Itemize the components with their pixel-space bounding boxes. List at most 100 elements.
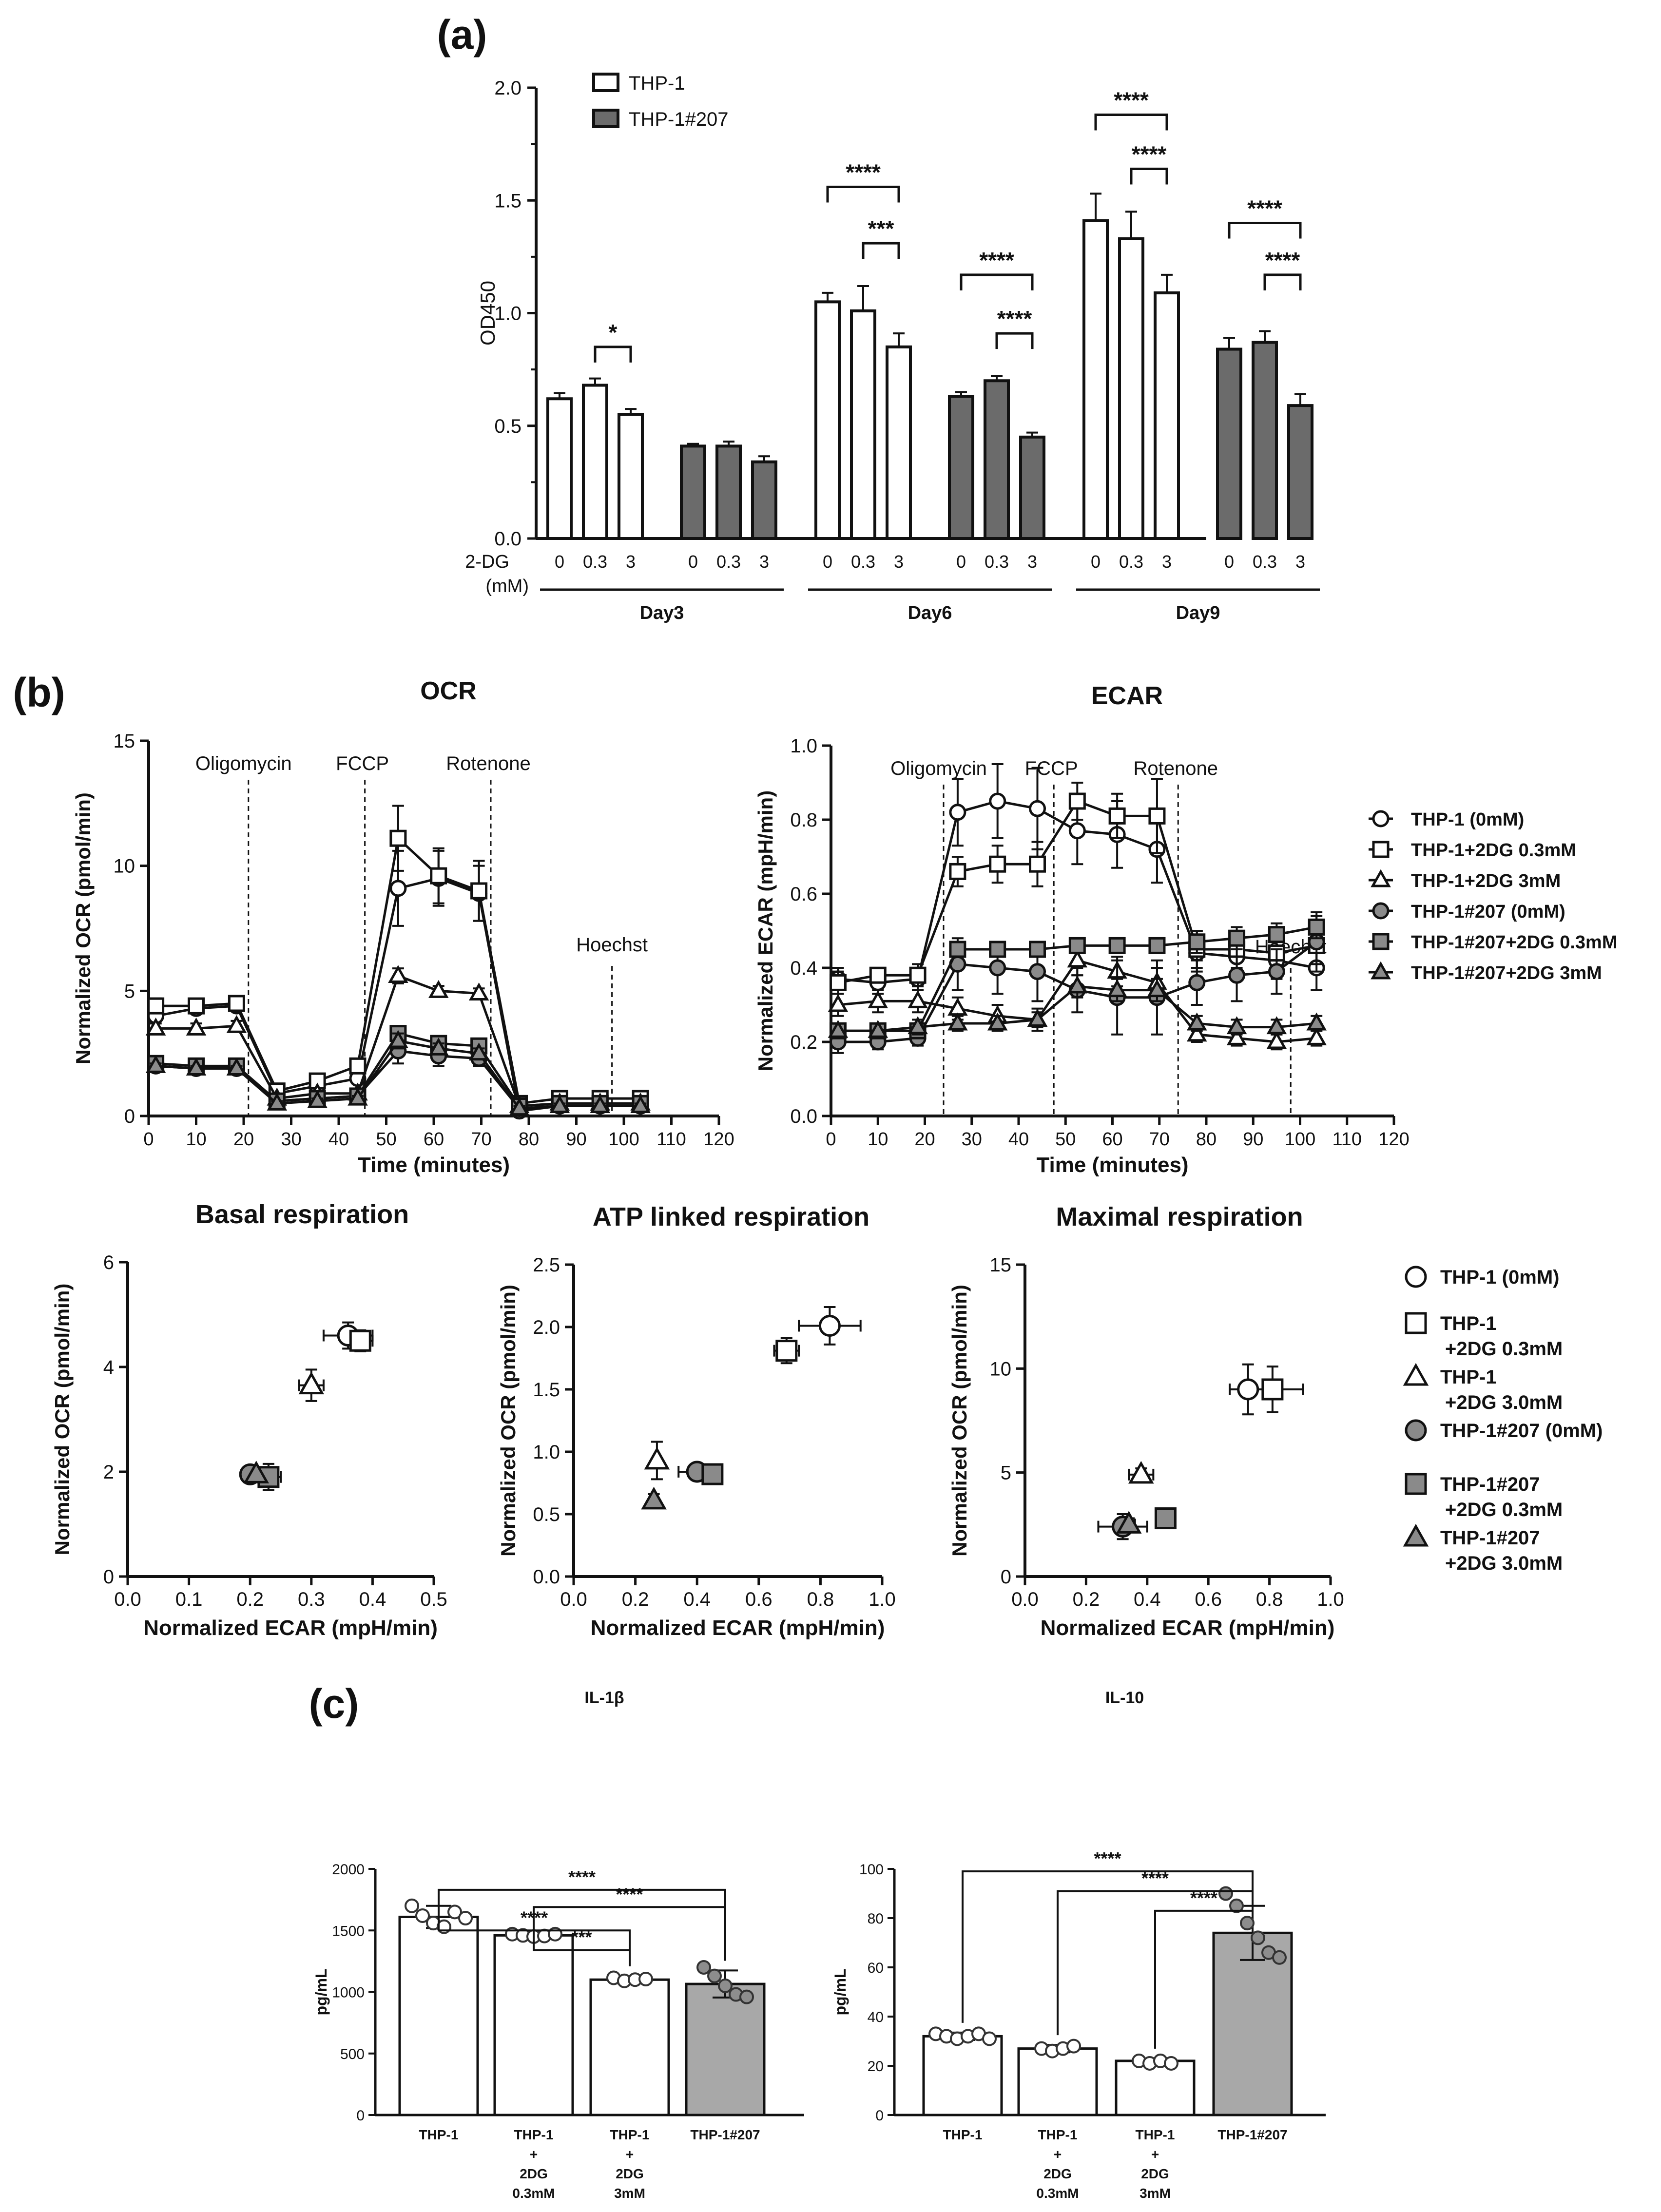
il1b-bar bbox=[493, 1934, 574, 2116]
ecar-x-tick-label: 120 bbox=[1378, 1129, 1409, 1150]
atp-point bbox=[775, 1340, 798, 1362]
ecar-y-tick-label: 0.0 bbox=[790, 1106, 817, 1127]
ecar-legend-label: THP-1#207+2DG 0.3mM bbox=[1411, 932, 1617, 953]
scatter-legend-label: THP-1 (0mM) bbox=[1440, 1267, 1559, 1288]
ecar-point bbox=[908, 990, 928, 1008]
ocr-x-tick-label: 50 bbox=[376, 1129, 396, 1150]
atp-x-tick-label: 0.0 bbox=[560, 1589, 587, 1610]
scatter-legend-marker bbox=[1403, 1523, 1429, 1547]
ocr-point bbox=[145, 1055, 166, 1073]
ecar-point bbox=[989, 959, 1006, 977]
atp-y-tick-label: 1.0 bbox=[533, 1442, 560, 1463]
maximal-point bbox=[1154, 1507, 1177, 1530]
il1b-category-label: THP-1 bbox=[610, 2127, 650, 2142]
ocr-x-tick-label: 30 bbox=[281, 1129, 301, 1150]
il1b-y-tick-label: 0 bbox=[356, 2108, 365, 2124]
ocr-x-tick-label: 110 bbox=[657, 1129, 686, 1150]
atp-title: ATP linked respiration bbox=[593, 1202, 869, 1231]
il10-data-point bbox=[1251, 1930, 1265, 1945]
basal-y-label: Normalized OCR (pmol/min) bbox=[51, 1284, 74, 1556]
a-significance bbox=[1094, 114, 1168, 131]
il10-y-tick-label: 40 bbox=[868, 2009, 884, 2025]
il10-data-point bbox=[982, 2031, 997, 2046]
ecar-point bbox=[989, 855, 1006, 873]
a-significance-label: **** bbox=[979, 248, 1014, 273]
ecar-point bbox=[1188, 933, 1206, 951]
a-bar bbox=[1252, 341, 1278, 540]
ecar-title: ECAR bbox=[1091, 682, 1163, 710]
il10-data-point bbox=[1218, 1886, 1233, 1901]
il10-y-tick-label: 60 bbox=[868, 1960, 884, 1976]
ocr-title: OCR bbox=[420, 677, 477, 705]
ocr-y-tick-label: 10 bbox=[114, 856, 135, 877]
ecar-point bbox=[1147, 979, 1167, 998]
il1b-significance-label: **** bbox=[616, 1884, 643, 1904]
ecar-point bbox=[949, 863, 966, 880]
a-y-tick-label: 1.5 bbox=[494, 190, 521, 212]
basal-x-tick-label: 0.1 bbox=[175, 1589, 203, 1610]
a-dose-label: 3 bbox=[1162, 552, 1172, 572]
a-bar bbox=[618, 413, 644, 540]
ecar-x-tick-label: 40 bbox=[1008, 1129, 1029, 1150]
il10-bar bbox=[1017, 2047, 1098, 2116]
atp-y-label: Normalized OCR (pmol/min) bbox=[497, 1285, 520, 1557]
basal-x-tick-label: 0.5 bbox=[420, 1589, 447, 1610]
a-significance bbox=[995, 332, 1034, 349]
ecar-point bbox=[1108, 937, 1126, 954]
ecar-point bbox=[949, 804, 966, 821]
ecar-point bbox=[1306, 1012, 1327, 1031]
ocr-point bbox=[428, 980, 449, 998]
a-significance-label: **** bbox=[1132, 142, 1167, 167]
il10-y-tick-label: 20 bbox=[868, 2058, 884, 2075]
il1b-significance-label: *** bbox=[571, 1927, 592, 1947]
scatter-legend-marker bbox=[1403, 1363, 1429, 1386]
il1b-bar bbox=[589, 1978, 670, 2116]
scatter-legend-label: THP-1#207 bbox=[1440, 1474, 1540, 1495]
ocr-point bbox=[509, 1097, 530, 1116]
ocr-x-tick-label: 120 bbox=[703, 1129, 734, 1150]
maximal-x-tick-label: 0.8 bbox=[1256, 1589, 1283, 1610]
ecar-legend-marker bbox=[1372, 902, 1390, 920]
a-significance-label: *** bbox=[868, 216, 894, 241]
ecar-y-tick-label: 0.8 bbox=[790, 809, 817, 831]
ocr-injection-label: FCCP bbox=[336, 753, 389, 774]
ocr-point bbox=[186, 1058, 207, 1076]
a-day-label: Day9 bbox=[1176, 603, 1220, 623]
a-significance-label: **** bbox=[1265, 248, 1300, 273]
basal-point bbox=[349, 1329, 371, 1352]
ecar-legend-marker bbox=[1372, 933, 1390, 950]
scatter-legend-label: THP-1 bbox=[1440, 1366, 1497, 1388]
ecar-point bbox=[1029, 963, 1046, 981]
a-significance-label: * bbox=[609, 320, 618, 345]
il1b-significance-label: **** bbox=[568, 1867, 596, 1887]
ecar-x-tick-label: 110 bbox=[1332, 1129, 1362, 1150]
il1b-title: IL-1β bbox=[584, 1689, 624, 1707]
il10-data-point bbox=[1272, 1950, 1287, 1965]
scatter-legend-marker bbox=[1405, 1473, 1427, 1495]
il1b-data-point bbox=[739, 1989, 754, 2004]
atp-y-tick-label: 1.5 bbox=[533, 1379, 560, 1401]
maximal-x-tick-label: 0.4 bbox=[1134, 1589, 1161, 1610]
ecar-legend-label: THP-1#207+2DG 3mM bbox=[1411, 963, 1602, 983]
a-significance-label: **** bbox=[846, 160, 881, 185]
basal-point bbox=[298, 1371, 325, 1395]
atp-y-tick-label: 0.0 bbox=[533, 1566, 560, 1588]
il1b-category-label: 2DG bbox=[520, 2166, 548, 2181]
a-significance bbox=[826, 186, 900, 203]
ocr-x-tick-label: 10 bbox=[186, 1129, 206, 1150]
ocr-point bbox=[226, 1058, 247, 1076]
a-bar bbox=[850, 309, 876, 540]
ocr-x-tick-label: 100 bbox=[608, 1129, 639, 1150]
a-dose-label: 0.3 bbox=[1119, 552, 1143, 572]
il1b-category-label: THP-1 bbox=[514, 2127, 554, 2142]
ecar-legend-marker bbox=[1371, 869, 1391, 887]
atp-point bbox=[701, 1463, 724, 1485]
ecar-x-tick-label: 50 bbox=[1055, 1129, 1076, 1150]
ocr-x-tick-label: 0 bbox=[143, 1129, 154, 1150]
atp-y-tick-label: 2.0 bbox=[533, 1317, 560, 1338]
maximal-point bbox=[1116, 1511, 1142, 1534]
scatter-legend-marker bbox=[1405, 1419, 1427, 1442]
ecar-point bbox=[1107, 979, 1127, 998]
scatter-legend-label: THP-1#207 (0mM) bbox=[1440, 1420, 1603, 1442]
basal-y-tick-label: 6 bbox=[103, 1252, 114, 1273]
